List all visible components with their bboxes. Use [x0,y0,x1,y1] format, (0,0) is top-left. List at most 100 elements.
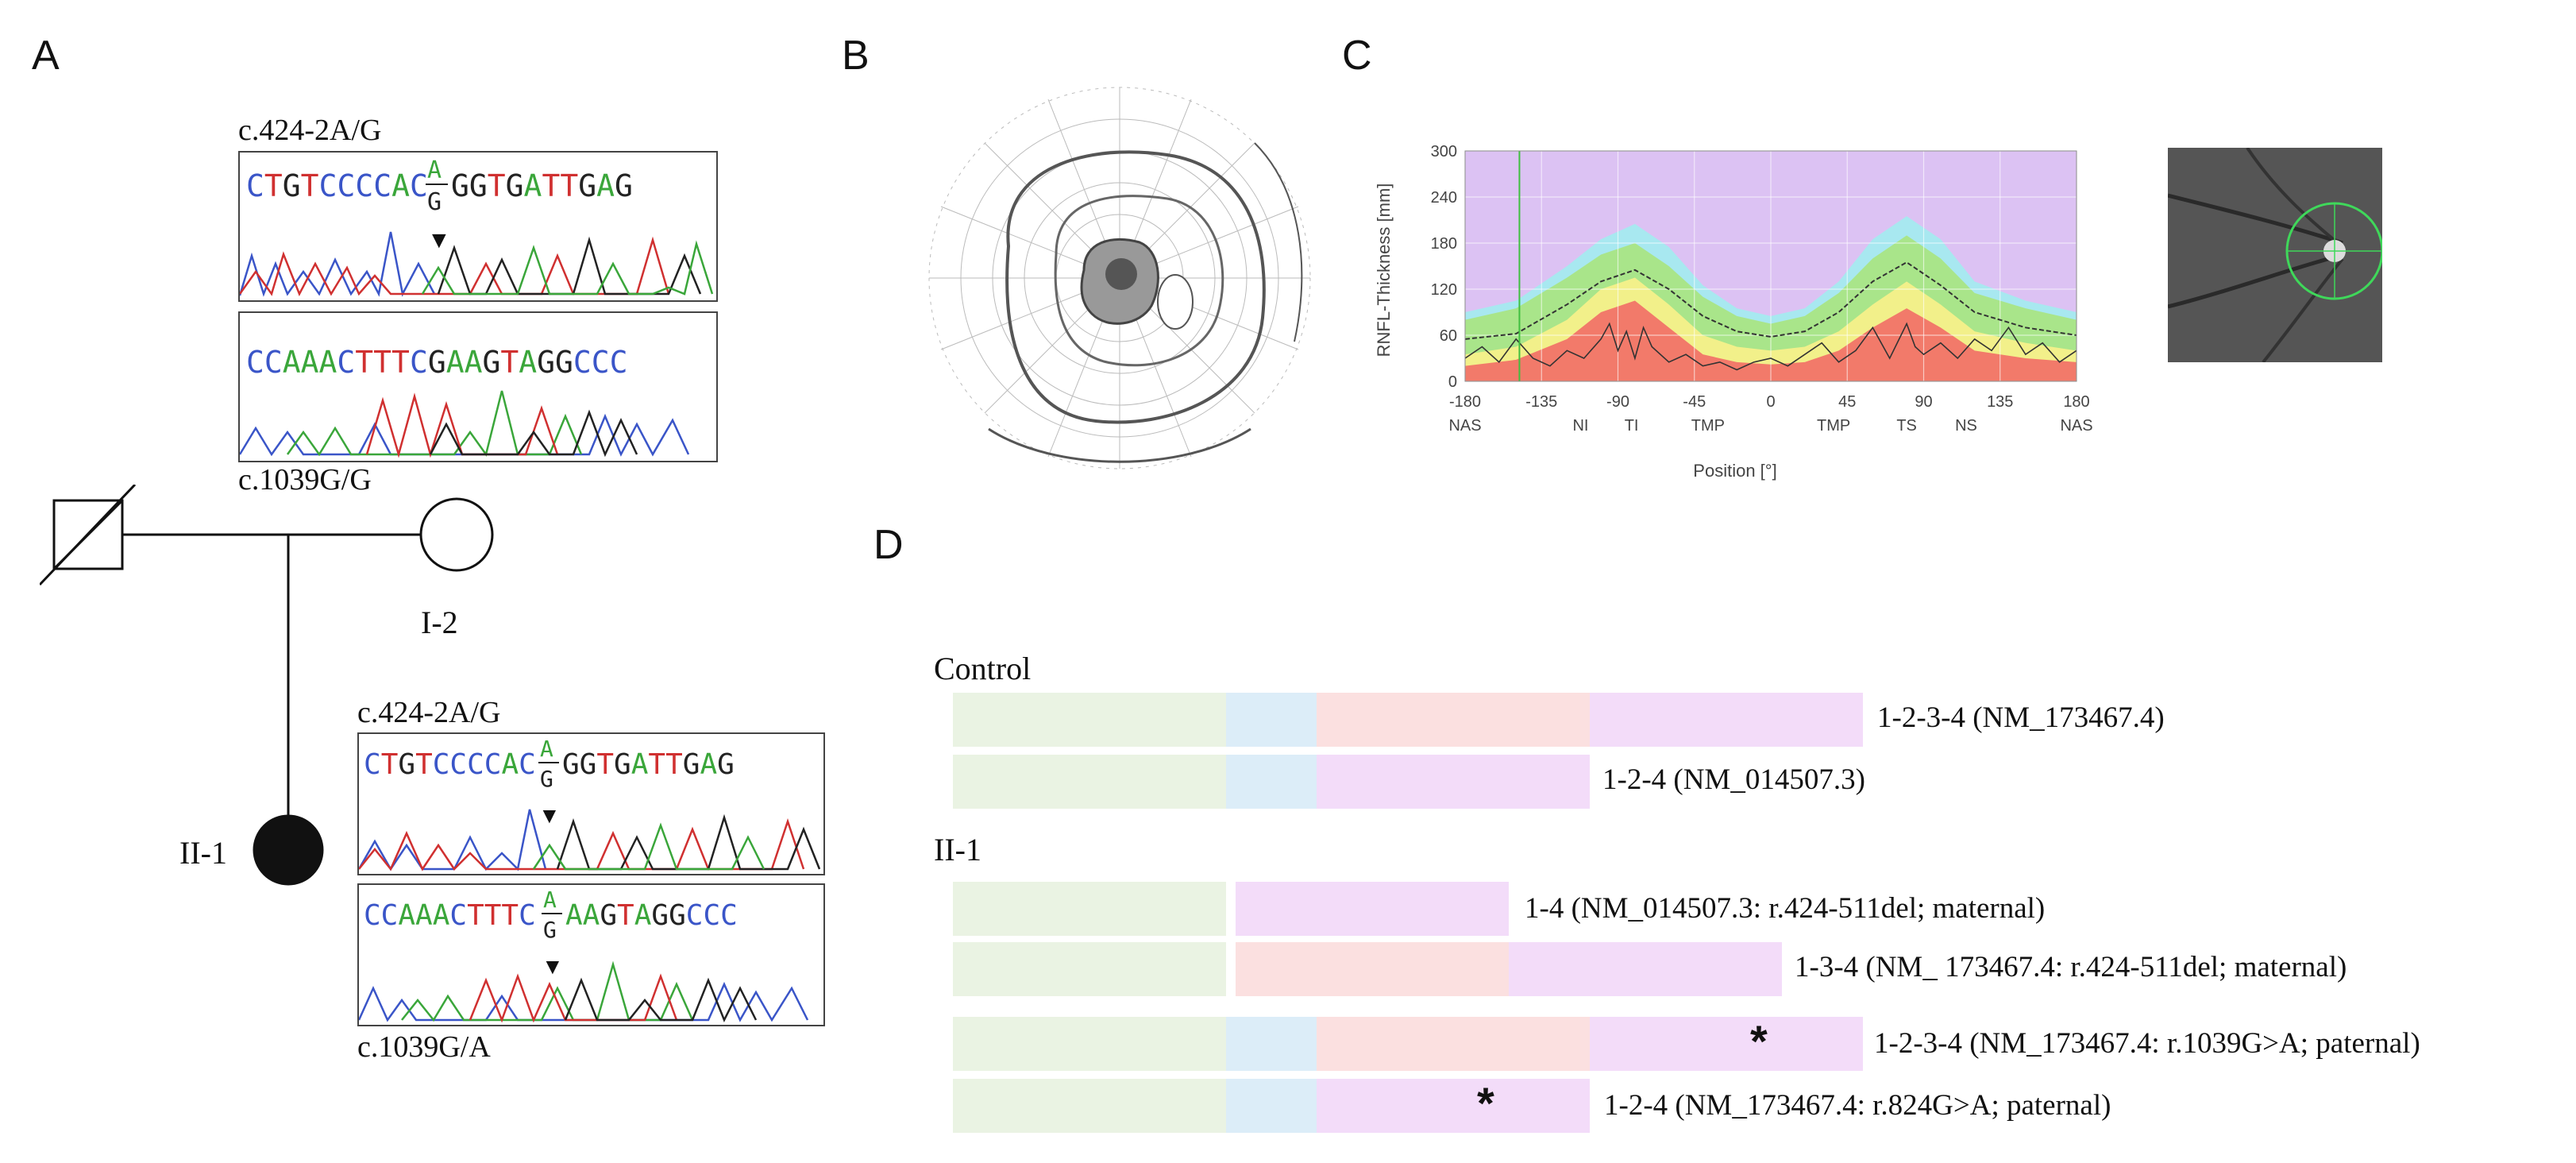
rnfl-y-tick: 120 [1431,281,1457,299]
exon-1-bar [953,882,1226,936]
central-dark-area [1105,258,1137,290]
seq4-bottom-base: G [543,917,557,943]
trace-green-1 [421,240,714,296]
panel-letter-a: A [32,33,60,79]
rnfl-sector-label: NAS [1448,417,1481,435]
bottom-genotype-label-1: c.424-2A/G [357,696,501,729]
arrow-down-icon-1: ▼ [427,227,451,253]
rnfl-y-tick: 0 [1448,373,1457,391]
seq2-text: CCAAACTTTCGAAGTAGGCCC [246,345,628,380]
seq1-top-base: A [427,156,442,184]
trace-black-4 [564,977,758,1023]
seq3-prefix: CTGTCCCCAC [364,748,536,781]
transcript-patient-3: 1-2-3-4 (NM_173467.4: r.1039G>A; paterna… [1874,1027,2420,1060]
rnfl-sector-label: NI [1572,417,1588,435]
fundus-image [2168,148,2382,362]
chromatogram-top-2: CCAAACTTTCGAAGTAGGCCC [238,311,718,462]
rnfl-sector-label: TS [1896,417,1917,435]
rnfl-x-tick: 0 [1766,393,1775,411]
child-label: II-1 [179,835,227,871]
trace-blue-1 [240,231,436,297]
visual-field-svg [928,87,1311,469]
blind-spot [1157,274,1194,330]
panel-letter-b: B [842,33,870,79]
chromatogram-top-1-svg: CTGTCCCCAC A G GGTGATTGAG ▼ [240,156,714,297]
seq3-suffix: GGTGATTGAG [562,748,735,781]
rnfl-x-tick: -90 [1606,393,1629,411]
bottom-arc [988,427,1251,463]
bottom-genotype-label-2: c.1039G/A [357,1030,491,1064]
rnfl-x-tick: 180 [2063,393,2089,411]
rnfl-x-tick: -45 [1683,393,1706,411]
rnfl-sector-label: TMP [1817,417,1850,435]
rnfl-y-tick: 300 [1431,143,1457,160]
seq4-suffix: AAGTAGGCCC [565,899,738,932]
rnfl-x-axis-label: Position [°] [1693,461,1776,481]
seq3-top-base: A [540,736,553,762]
seq4-prefix: CCAAACTTTC [364,899,536,932]
right-arc [1254,142,1303,342]
exon-4-bar [1590,1017,1863,1071]
exon-1-bar [953,942,1226,996]
trace-green-3 [532,822,765,871]
arrow-down-icon-3: ▼ [538,804,561,829]
isopter-middle [1054,195,1224,367]
variant-star-2: * [1477,1078,1494,1128]
trace-black-2 [429,409,638,458]
child-circle-affected [253,814,324,886]
transcript-patient-1: 1-4 (NM_014507.3: r.424-511del; maternal… [1525,892,2046,925]
chromatogram-bottom-2: CCAAACTTTC A G AAGTAGGCCC ▼ [357,883,825,1026]
visual-field-plot [913,79,1326,477]
transcript-patient-4: 1-2-4 (NM_173467.4: r.824G>A; paternal) [1604,1089,2111,1122]
exon-3-bar [1236,942,1509,996]
chromatogram-top-1: CTGTCCCCAC A G GGTGATTGAG ▼ [238,151,718,302]
rnfl-sector-label: TI [1625,417,1639,435]
rnfl-y-tick: 180 [1431,235,1457,253]
deceased-slash-extension [40,485,137,586]
arrow-down-icon-4: ▼ [542,955,564,979]
chromatogram-bottom-2-svg: CCAAACTTTC A G AAGTAGGCCC ▼ [359,887,809,1023]
exon-1-bar [953,693,1226,747]
rnfl-chart-svg: 0 60 120 180 240 300 -180 -135 -90 -45 0 45 90 135 180… [1374,143,2093,481]
trace-green-4 [401,960,694,1022]
exon-2-bar [1226,1079,1317,1133]
top-genotype-label-1: c.424-2A/G [238,114,382,147]
rnfl-series-mean [1464,261,2077,340]
rnfl-sector-label: NAS [2060,417,2092,435]
transcript-control-2: 1-2-4 (NM_014507.3) [1602,763,1865,796]
rnfl-plot-frame [1464,150,2077,382]
panel-letter-d: D [873,522,904,568]
exon-2-bar [1226,693,1317,747]
fundus-svg [2168,148,2382,362]
exon-3-bar [1317,693,1590,747]
exon-4-bar [1590,693,1863,747]
variant-star-1: * [1750,1016,1768,1066]
seq3-bottom-base: G [540,766,553,792]
top-genotype-label-2: c.1039G/G [238,463,372,496]
exon-4-bar [1236,882,1509,936]
rnfl-x-tick: -135 [1525,393,1557,411]
rnfl-chart: 0 60 120 180 240 300 -180 -135 -90 -45 0 45 90 135 180… [1366,127,2192,493]
trace-red-4 [469,973,678,1023]
isopter-outer [1005,150,1266,424]
seq1-prefix: CTGTCCCCAC [246,168,428,203]
exon-4-bar [1509,942,1782,996]
chromatogram-bottom-1-svg: CTGTCCCCAC A G GGTGATTGAG ▼ [359,736,821,871]
rnfl-series-patient [1464,322,2077,371]
panel-letter-c: C [1342,33,1372,79]
exon-4-bar [1317,755,1590,809]
exon-1-bar [953,1079,1226,1133]
seq1-bottom-base: G [427,188,442,216]
pedigree-svg [40,485,494,886]
exon-3-bar [1317,1017,1590,1071]
chromatogram-bottom-1: CTGTCCCCAC A G GGTGATTGAG ▼ [357,732,825,875]
exon-1-bar [953,755,1226,809]
rnfl-y-tick: 60 [1440,327,1457,345]
exon-2-bar [1226,1017,1317,1071]
seq4-top-base: A [543,887,557,913]
transcript-control-1: 1-2-3-4 (NM_173467.4) [1877,701,2165,734]
rnfl-y-axis-label: RNFL-Thickness [mm] [1374,184,1394,357]
exon-4-bar [1317,1079,1590,1133]
mother-circle [419,497,494,572]
rnfl-x-tick: -180 [1449,393,1481,411]
